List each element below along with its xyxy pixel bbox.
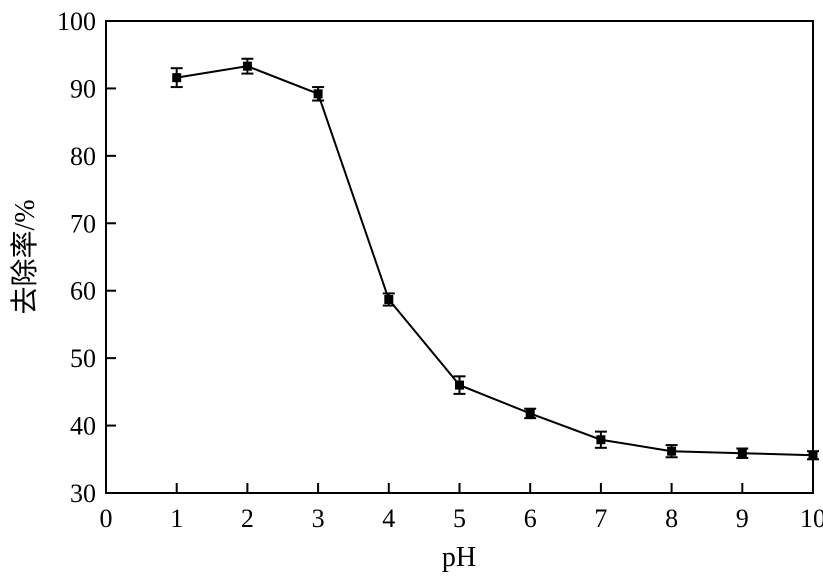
plot-frame — [105, 20, 814, 494]
x-tick-label: 5 — [453, 504, 466, 533]
x-tick-label: 3 — [312, 504, 325, 533]
data-point — [242, 61, 252, 71]
y-tick-label: 80 — [70, 142, 96, 171]
y-axis-ticks: 30 40 50 60 70 80 90 100 — [57, 7, 116, 508]
data-point — [172, 73, 182, 83]
x-tick-label: 1 — [170, 504, 183, 533]
x-axis-ticks: 0 1 2 3 4 5 6 7 8 9 10 — [100, 483, 823, 533]
x-tick-label: 4 — [382, 504, 395, 533]
data-point — [455, 380, 464, 390]
data-point — [596, 435, 606, 445]
y-axis-title: 去除率/% — [9, 199, 41, 314]
x-tick-label: 9 — [736, 504, 749, 533]
y-tick-label: 90 — [70, 74, 96, 103]
x-tick-label: 10 — [800, 504, 823, 533]
y-tick-label: 60 — [70, 277, 96, 306]
data-point — [667, 446, 677, 456]
y-tick-label: 30 — [70, 479, 96, 508]
data-point — [313, 89, 323, 99]
data-point — [384, 294, 394, 304]
x-tick-label: 7 — [594, 504, 607, 533]
data-point — [808, 450, 818, 460]
y-tick-label: 70 — [70, 209, 96, 238]
data-point — [737, 448, 747, 458]
x-axis-title: pH — [442, 542, 476, 573]
x-tick-label: 2 — [241, 504, 254, 533]
series-line — [176, 65, 814, 457]
y-tick-label: 40 — [70, 412, 96, 441]
x-tick-label: 6 — [524, 504, 537, 533]
y-tick-label: 50 — [70, 344, 96, 373]
series-layer — [170, 57, 819, 461]
y-tick-label: 100 — [57, 7, 96, 36]
data-point — [525, 408, 535, 418]
x-tick-label: 0 — [100, 504, 113, 533]
x-tick-label: 8 — [665, 504, 678, 533]
